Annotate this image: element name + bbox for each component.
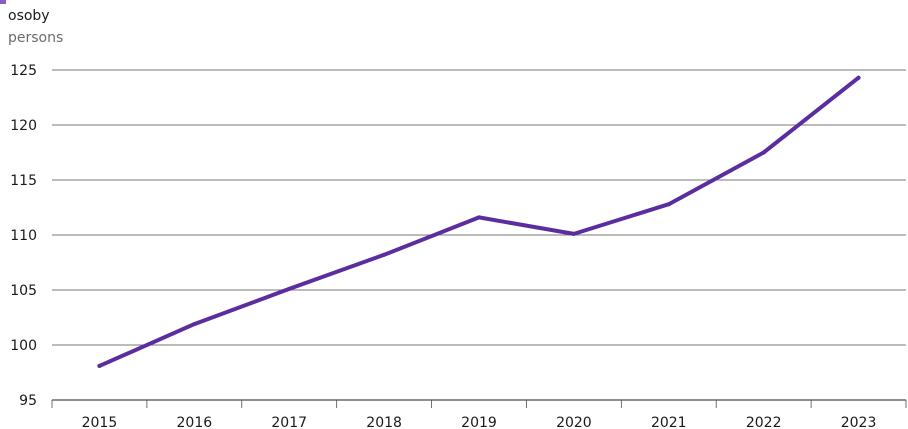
data-point-2016	[192, 322, 197, 327]
x-tick-label: 2019	[461, 415, 497, 429]
data-point-2015	[97, 363, 102, 368]
y-tick-label: 110	[10, 228, 37, 244]
x-tick-label: 2018	[366, 415, 402, 429]
data-point-2022	[761, 150, 766, 155]
y-tick-label: 100	[10, 338, 37, 354]
data-point-2019	[477, 215, 481, 220]
x-tick-label: 2017	[271, 415, 307, 429]
y-unit-label-en: persons	[8, 30, 64, 46]
x-tick-label: 2016	[177, 415, 213, 429]
corner-accent	[0, 0, 6, 4]
y-tick-label: 95	[19, 393, 37, 409]
x-tick-label: 2022	[746, 415, 782, 429]
y-tick-label: 105	[10, 283, 37, 299]
data-point-2017	[287, 286, 292, 291]
x-tick-label: 2020	[556, 415, 592, 429]
y-tick-label: 115	[10, 173, 37, 189]
x-tick-label: 2023	[841, 415, 877, 429]
data-point-2021	[666, 202, 671, 207]
y-tick-label: 120	[10, 118, 37, 134]
x-tick-label: 2015	[82, 415, 118, 429]
data-point-2023	[856, 75, 861, 80]
series-line	[97, 75, 861, 368]
x-tick-label: 2021	[651, 415, 687, 429]
data-point-2018	[382, 252, 387, 257]
data-point-2020	[571, 231, 576, 236]
y-tick-label: 125	[10, 63, 37, 79]
y-unit-label-pl: osoby	[8, 8, 50, 24]
